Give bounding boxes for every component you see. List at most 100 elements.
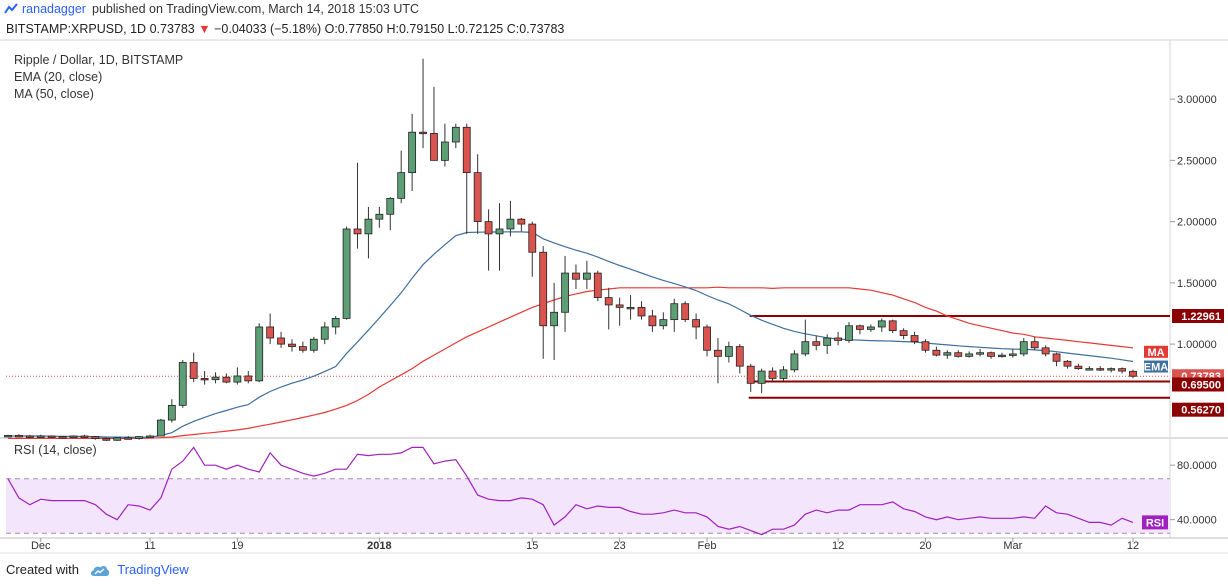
- candle-body: [757, 370, 766, 384]
- candle-body: [670, 303, 679, 321]
- candle-body: [790, 353, 799, 371]
- support-level-box: [1172, 377, 1224, 392]
- ma-tag-label: MA: [1147, 347, 1164, 359]
- candle-body: [965, 353, 974, 357]
- candle-body: [604, 297, 613, 306]
- candle-body: [659, 319, 668, 327]
- candle-body: [681, 303, 690, 321]
- candle-body: [692, 319, 701, 328]
- price-tick-label: 1.50000: [1177, 278, 1217, 290]
- rsi-tag-box: [1142, 515, 1168, 530]
- candle-body: [419, 131, 427, 135]
- candle-body: [888, 320, 897, 332]
- candle-body: [495, 228, 504, 235]
- candle-body: [222, 376, 231, 383]
- time-tick-label: 11: [144, 540, 155, 552]
- time-tick-label: Dec: [31, 540, 51, 552]
- candle-body: [36, 435, 45, 438]
- created-with-text: Created with: [6, 562, 79, 577]
- tradingview-link[interactable]: TradingView: [117, 562, 189, 577]
- rsi-band: [6, 478, 1170, 534]
- tradingview-cloud-icon: [90, 565, 109, 576]
- candle-body: [342, 228, 351, 319]
- candle-body: [615, 304, 624, 308]
- candle-body: [430, 133, 438, 161]
- time-tick-label: Feb: [698, 540, 717, 552]
- candle-body: [69, 435, 78, 438]
- candle-body: [386, 197, 395, 215]
- candle-body: [397, 172, 406, 199]
- candle-body: [550, 311, 559, 327]
- candle-body: [899, 330, 908, 336]
- candle-body: [233, 375, 242, 383]
- candle-body: [714, 349, 722, 357]
- candle-body: [561, 272, 569, 313]
- candle-body: [211, 376, 220, 381]
- candle-body: [408, 131, 417, 174]
- price-tick-label: 1.00000: [1177, 339, 1217, 351]
- candle-body: [266, 326, 275, 339]
- time-tick-label: 12: [1127, 540, 1139, 552]
- time-tick-label: 19: [231, 540, 243, 552]
- candle-body: [768, 370, 777, 379]
- candle-body: [451, 126, 460, 143]
- candle-body: [943, 352, 952, 356]
- candle-body: [1052, 353, 1061, 362]
- candle-body: [309, 338, 318, 351]
- candle-body: [15, 434, 23, 438]
- candle-body: [812, 341, 821, 346]
- chart-title: Ripple / Dollar, 1D, BITSTAMP: [14, 53, 184, 67]
- candle-body: [1118, 368, 1126, 372]
- down-arrow-icon: ▼: [198, 22, 211, 36]
- candle-body: [987, 352, 995, 357]
- candle-body: [58, 436, 67, 439]
- candle-body: [954, 352, 963, 357]
- candle-body: [823, 337, 832, 346]
- time-tick-label: 15: [526, 540, 538, 552]
- ohlc-values: O:0.77850 H:0.79150 L:0.72125 C:0.73783: [324, 22, 565, 36]
- author-link[interactable]: ranadagger: [22, 2, 86, 16]
- candle-body: [244, 375, 253, 382]
- candle-body: [528, 223, 537, 253]
- candle-body: [4, 434, 12, 438]
- legend-ma: MA (50, close): [14, 87, 94, 101]
- candle-body: [102, 438, 111, 441]
- last-price: 0.73783: [149, 22, 195, 36]
- ema-tag-box: [1144, 360, 1168, 373]
- candle-body: [703, 326, 711, 351]
- rsi-title: RSI (14, close): [14, 443, 97, 457]
- ema-tag-label: EMA: [1144, 362, 1169, 374]
- time-tick-label: 20: [919, 540, 931, 552]
- candle-body: [167, 404, 176, 421]
- price-tick-label: 2.00000: [1177, 217, 1217, 229]
- resistance-level-box: [1172, 308, 1224, 323]
- candle-body: [135, 436, 143, 439]
- candle-body: [47, 435, 56, 438]
- candle-body: [998, 354, 1006, 358]
- candle-body: [320, 326, 329, 340]
- candle-body: [593, 272, 602, 298]
- candle-body: [779, 369, 788, 379]
- candle-body: [1041, 347, 1050, 355]
- candle-body: [189, 362, 198, 379]
- price-tick-label: 2.50000: [1177, 155, 1217, 167]
- candle-body: [146, 435, 154, 438]
- publish-bar: ranadagger published on TradingView.com,…: [0, 0, 1228, 18]
- rsi-tick-label: 40.0000: [1177, 515, 1217, 527]
- footer: Created with TradingView: [6, 562, 189, 578]
- chart-legend: Ripple / Dollar, 1D, BITSTAMP EMA (20, c…: [14, 52, 183, 103]
- candle-body: [255, 326, 264, 382]
- candle-body: [178, 362, 187, 406]
- tradingview-author-icon: [4, 3, 18, 14]
- time-tick-label: 2018: [367, 540, 391, 552]
- candle-body: [277, 337, 285, 345]
- candle-body: [299, 346, 307, 351]
- candle-body: [1129, 370, 1137, 377]
- candle-body: [1096, 368, 1105, 371]
- candle-body: [288, 343, 296, 347]
- candle-body: [539, 251, 548, 327]
- candle-body: [866, 326, 875, 330]
- candle-body: [517, 218, 526, 225]
- candle-body: [1074, 365, 1083, 370]
